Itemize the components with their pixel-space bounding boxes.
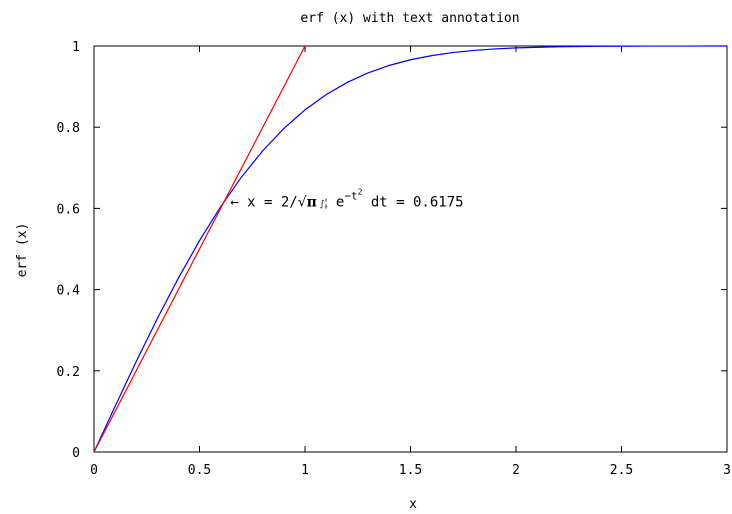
annotation-int-lower: 0 xyxy=(324,204,327,210)
annotation-pi: π xyxy=(307,194,317,210)
y-tick-label: 0.2 xyxy=(57,365,80,380)
chart-title: erf (x) with text annotation xyxy=(300,11,519,26)
annotation-text: ← x = 2/√π ∫x 0 e−t2 dt = 0.6175 xyxy=(230,187,463,210)
series-line-1 xyxy=(93,45,728,453)
y-tick-label: 1 xyxy=(72,40,80,55)
annotation-suffix: dt = 0.6175 xyxy=(362,194,463,210)
annotation: ← x = 2/√π ∫x 0 e−t2 dt = 0.6175 xyxy=(230,187,463,210)
annotation-int-upper: x xyxy=(324,197,327,203)
y-tick-label: 0.8 xyxy=(57,121,80,136)
annotation-exponent-power: 2 xyxy=(358,187,363,196)
y-tick-label: 0.4 xyxy=(57,284,81,299)
x-tick-label: 3 xyxy=(723,463,731,478)
x-axis-label: x xyxy=(409,497,417,512)
plot-border xyxy=(93,45,728,453)
y-tick-label: 0.6 xyxy=(57,202,80,217)
annotation-integral: ∫ xyxy=(317,199,325,209)
x-tick-label: 1 xyxy=(301,463,309,478)
x-tick-label: 0.5 xyxy=(188,463,211,478)
x-tick-label: 0 xyxy=(90,463,98,478)
y-axis-label: erf (x) xyxy=(15,223,30,278)
annotation-prefix: x = 2/ xyxy=(247,194,298,210)
x-tick-label: 2 xyxy=(512,463,520,478)
annotation-arrow: ← xyxy=(230,194,247,210)
annotation-exponent: −t xyxy=(344,189,357,202)
annotation-e: e xyxy=(327,194,344,210)
y-tick-label: 0 xyxy=(72,446,80,461)
x-tick-label: 1.5 xyxy=(399,463,422,478)
x-tick-label: 2.5 xyxy=(610,463,633,478)
annotation-sqrt: √ xyxy=(298,194,307,210)
series-line-2 xyxy=(93,45,306,453)
